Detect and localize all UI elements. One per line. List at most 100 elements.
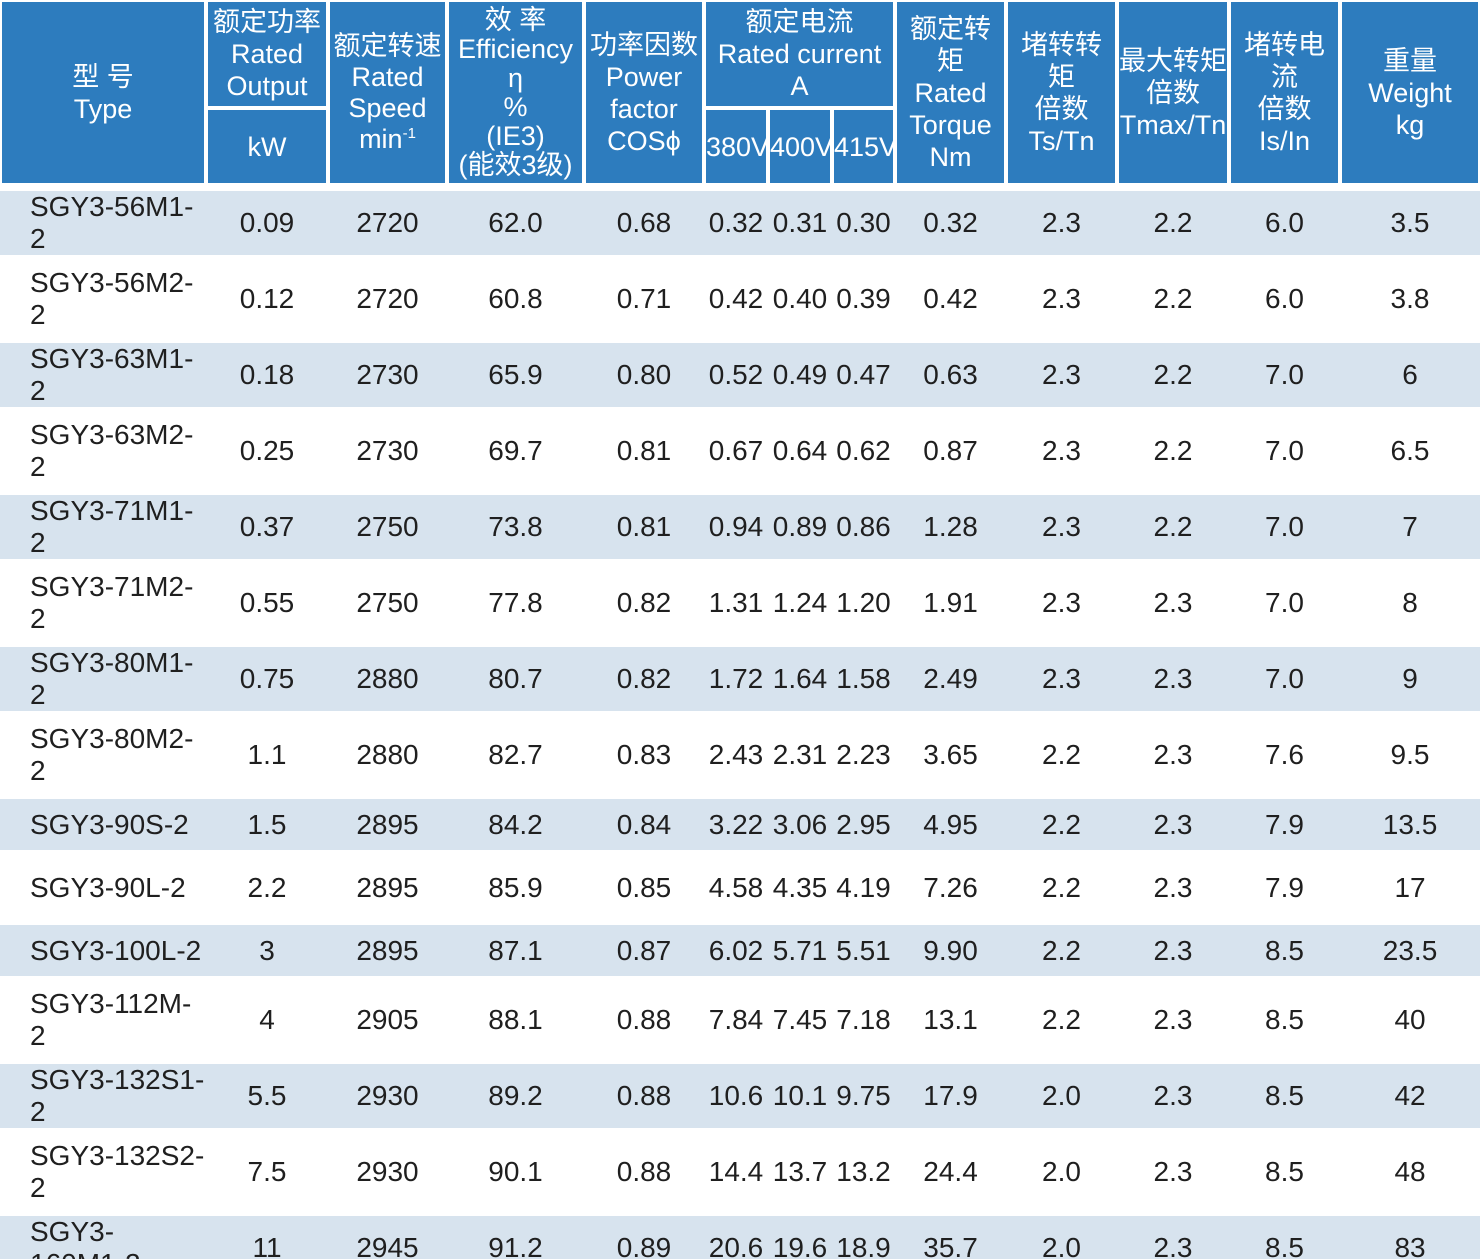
header-cell-locked-rotor-current: 堵转电流 倍数 Is/In [1229,0,1341,185]
cell-tmax-tn: 2.3 [1117,919,1230,982]
cell-current-400v: 5.71 [768,919,832,982]
table-body: SGY3-56M1-2 0.09 2720 62.0 0.68 0.32 0.3… [0,185,1480,1259]
header-output-zh: 额定功率 [213,7,321,37]
header-torque-en1: Rated [914,77,987,108]
cell-ts-tn: 2.2 [1006,856,1118,919]
table-header: 型 号 Type 额定功率 Rated Output 额定转速 Rated Sp… [0,0,1480,185]
header-speed-unit: min-1 [359,123,416,154]
header-pf-symbol: COSϕ [607,125,681,156]
header-current-zh: 额定电流 [745,7,854,37]
cell-tmax-tn: 2.3 [1117,717,1230,793]
table-row: SGY3-132S2-2 7.5 2930 90.1 0.88 14.4 13.… [0,1134,1480,1210]
header-weight-unit: kg [1395,109,1425,140]
cell-current-380v: 3.22 [704,793,768,856]
table-row: SGY3-160M1-2 11 2945 91.2 0.89 20.6 19.6… [0,1210,1480,1259]
cell-type: SGY3-160M1-2 [0,1210,206,1259]
header-efficiency-en: Efficiency [457,33,574,64]
cell-current-380v: 0.32 [704,185,768,261]
header-pf-en1: Power [605,61,683,92]
cell-ts-tn: 2.3 [1006,641,1118,717]
cell-tmax-tn: 2.3 [1117,1134,1230,1210]
cell-is-in: 8.5 [1229,919,1341,982]
cell-rated-speed: 2730 [328,337,447,413]
cell-ts-tn: 2.3 [1006,185,1118,261]
cell-rated-torque: 0.63 [895,337,1007,413]
cell-weight: 83 [1340,1210,1480,1259]
cell-tmax-tn: 2.2 [1117,413,1230,489]
header-cell-400v: 400V [768,108,833,185]
header-cell-power-factor: 功率因数 Power factor COSϕ [584,0,704,185]
cell-current-415v: 0.39 [832,261,896,337]
cell-tmax-tn: 2.2 [1117,337,1230,413]
header-pf-en2: factor [610,93,678,124]
cell-current-415v: 0.30 [832,185,896,261]
cell-power-factor: 0.85 [584,856,704,919]
cell-current-400v: 10.1 [768,1058,832,1134]
cell-rated-output-kw: 2.2 [206,856,328,919]
cell-current-400v: 0.89 [768,489,832,565]
cell-weight: 48 [1340,1134,1480,1210]
cell-efficiency: 69.7 [447,413,584,489]
cell-is-in: 7.0 [1229,413,1341,489]
table-row: SGY3-63M2-2 0.25 2730 69.7 0.81 0.67 0.6… [0,413,1480,489]
cell-rated-output-kw: 4 [206,982,328,1058]
cell-current-400v: 0.40 [768,261,832,337]
header-efficiency-grade: (能效3级) [458,149,573,180]
cell-current-400v: 0.64 [768,413,832,489]
cell-current-400v: 3.06 [768,793,832,856]
header-torque-en2: Torque [909,109,992,140]
cell-rated-torque: 17.9 [895,1058,1007,1134]
cell-ts-tn: 2.3 [1006,413,1118,489]
cell-power-factor: 0.88 [584,982,704,1058]
cell-rated-torque: 1.91 [895,565,1007,641]
cell-weight: 9.5 [1340,717,1480,793]
cell-is-in: 8.5 [1229,1210,1341,1259]
cell-current-380v: 14.4 [704,1134,768,1210]
header-cell-rated-output: 额定功率 Rated Output [206,0,328,108]
cell-is-in: 8.5 [1229,982,1341,1058]
cell-weight: 42 [1340,1058,1480,1134]
cell-rated-torque: 0.42 [895,261,1007,337]
header-tmax-zh2: 倍数 [1146,77,1201,108]
table-row: SGY3-132S1-2 5.5 2930 89.2 0.88 10.6 10.… [0,1058,1480,1134]
cell-current-415v: 2.23 [832,717,896,793]
header-output-en1: Rated [230,39,304,69]
cell-efficiency: 80.7 [447,641,584,717]
cell-efficiency: 91.2 [447,1210,584,1259]
header-pf-zh: 功率因数 [590,29,698,60]
table-row: SGY3-80M2-2 1.1 2880 82.7 0.83 2.43 2.31… [0,717,1480,793]
cell-type: SGY3-71M2-2 [0,565,206,641]
header-ts-zh2: 倍数 [1034,93,1089,124]
cell-ts-tn: 2.3 [1006,261,1118,337]
header-speed-en2: Speed [348,92,427,123]
table-row: SGY3-56M1-2 0.09 2720 62.0 0.68 0.32 0.3… [0,185,1480,261]
cell-rated-speed: 2930 [328,1058,447,1134]
table-row: SGY3-71M1-2 0.37 2750 73.8 0.81 0.94 0.8… [0,489,1480,565]
header-weight-en: Weight [1368,77,1452,108]
cell-tmax-tn: 2.2 [1117,261,1230,337]
cell-tmax-tn: 2.2 [1117,489,1230,565]
cell-weight: 3.5 [1340,185,1480,261]
header-cell-380v: 380V [704,108,769,185]
header-is-symbol: Is/In [1259,125,1311,156]
cell-power-factor: 0.88 [584,1134,704,1210]
header-cell-efficiency: 效 率 Efficiency η % (IE3) (能效3级) [447,0,584,185]
cell-current-415v: 5.51 [832,919,896,982]
cell-rated-speed: 2895 [328,793,447,856]
table-row: SGY3-71M2-2 0.55 2750 77.8 0.82 1.31 1.2… [0,565,1480,641]
cell-ts-tn: 2.2 [1006,982,1118,1058]
cell-tmax-tn: 2.3 [1117,565,1230,641]
cell-efficiency: 65.9 [447,337,584,413]
header-cell-rated-speed: 额定转速 Rated Speed min-1 [328,0,447,185]
cell-is-in: 6.0 [1229,261,1341,337]
cell-current-380v: 20.6 [704,1210,768,1259]
cell-power-factor: 0.84 [584,793,704,856]
cell-ts-tn: 2.0 [1006,1058,1118,1134]
cell-ts-tn: 2.3 [1006,565,1118,641]
cell-type: SGY3-100L-2 [0,919,206,982]
header-efficiency-symbol: η [507,62,524,93]
cell-power-factor: 0.82 [584,565,704,641]
cell-weight: 9 [1340,641,1480,717]
cell-rated-speed: 2720 [328,261,447,337]
